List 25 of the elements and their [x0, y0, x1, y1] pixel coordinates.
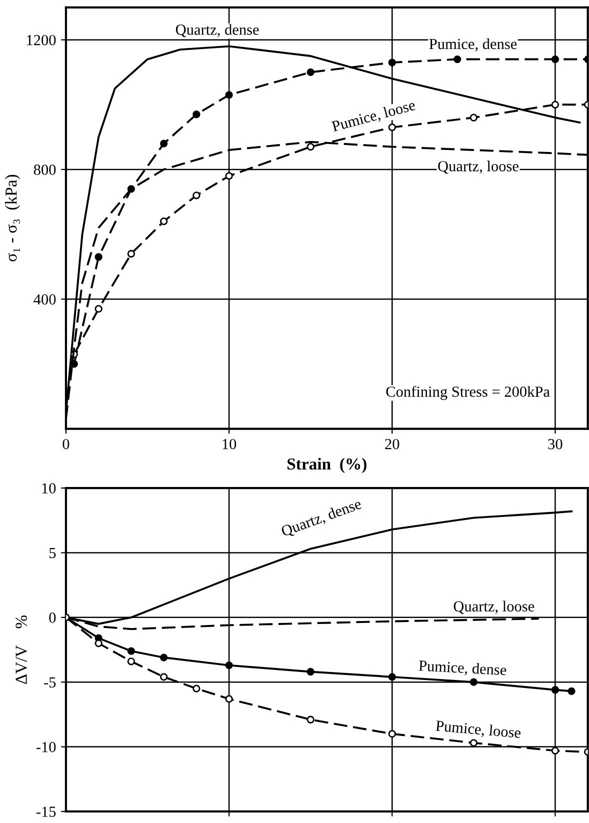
x-axis-title: Strain (%) [288, 458, 366, 474]
y-tick-label: -5 [44, 677, 56, 688]
y-axis-title: σ₁ - σ₃ (kPa) [5, 174, 20, 262]
x-tick-label: 20 [385, 438, 400, 450]
series-label: Quartz, loose [438, 160, 518, 174]
series-label: Pumice, loose [435, 720, 521, 740]
y-tick-label: 10 [42, 483, 56, 494]
series-label: Pumice, dense [418, 660, 506, 678]
y-tick-label: 800 [34, 164, 56, 175]
annotation: Confining Stress = 200kPa [386, 386, 550, 400]
x-tick-label: 10 [222, 438, 236, 450]
series-label: Quartz, loose [454, 600, 534, 614]
y-axis-title: ΔV/V % [16, 615, 28, 684]
x-tick-label: 0 [62, 438, 70, 450]
x-tick-label: 30 [548, 438, 562, 450]
y-tick-label: 1200 [27, 34, 56, 46]
y-tick-label: -15 [36, 806, 56, 817]
series-label: Quartz, dense [176, 24, 259, 38]
y-tick-label: 5 [49, 548, 56, 558]
y-tick-label: 0 [49, 612, 56, 623]
text: Pumice, loose [331, 99, 416, 134]
text: Quartz, dense [280, 498, 363, 539]
y-tick-label: 400 [34, 294, 56, 305]
series-label: Pumice, dense [429, 38, 517, 52]
y-tick-label: -10 [36, 742, 56, 752]
